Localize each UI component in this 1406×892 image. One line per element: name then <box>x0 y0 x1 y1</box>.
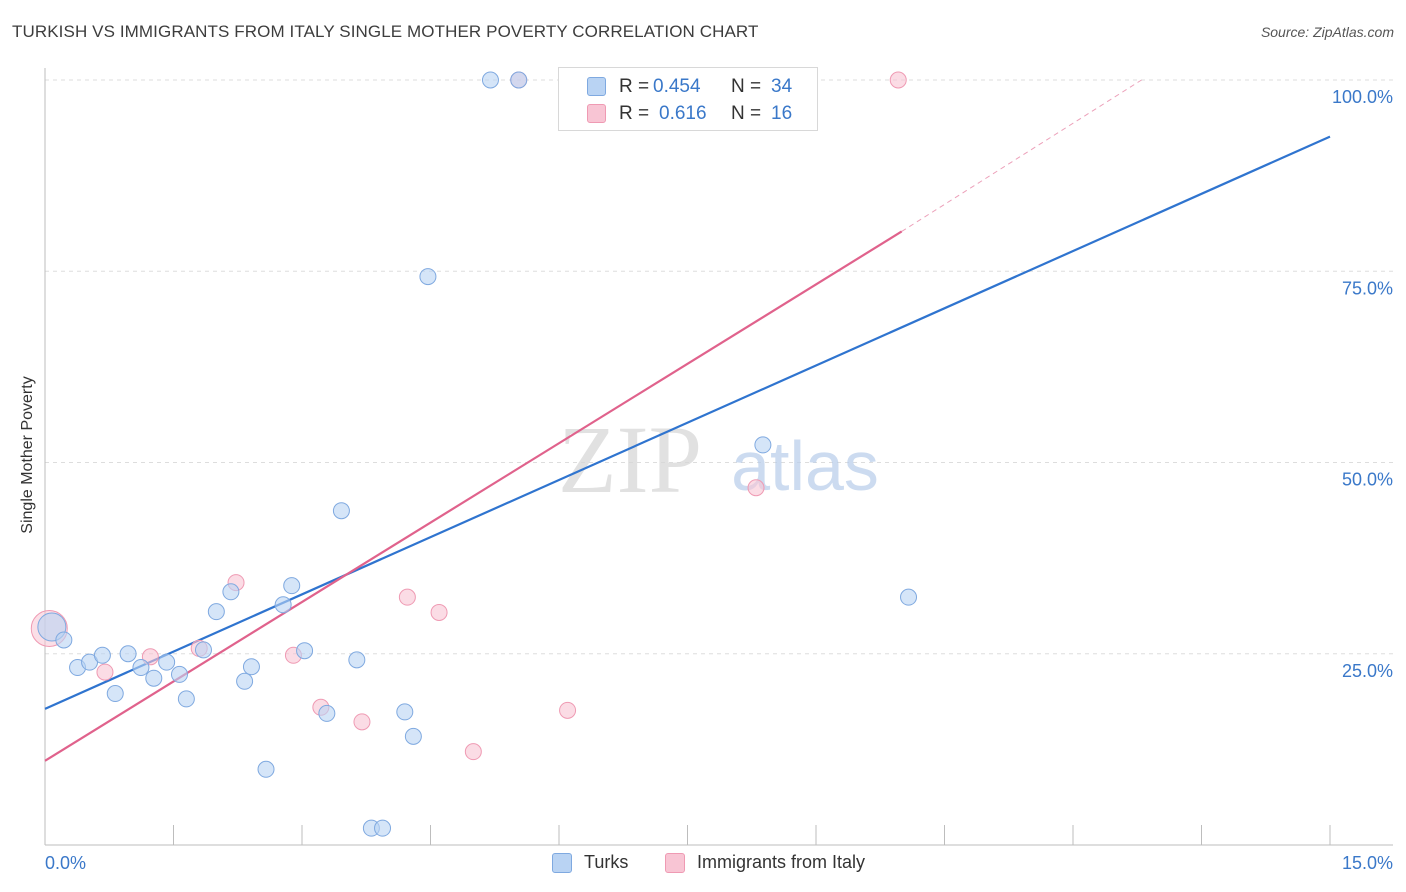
turks-point <box>374 819 392 837</box>
grid-lines <box>45 79 1393 655</box>
italy-trend-extension <box>901 79 1142 232</box>
italy-point <box>747 479 765 497</box>
italy-point <box>398 588 416 606</box>
italy-point <box>141 648 159 666</box>
turks-point <box>332 502 350 520</box>
italy-point <box>96 663 114 681</box>
turks-point <box>348 651 366 669</box>
turks-point <box>242 658 260 676</box>
turks-point <box>404 727 422 745</box>
italy-point <box>430 603 448 621</box>
y-tick-label: 25.0% <box>1342 661 1393 681</box>
turks-point <box>296 642 314 660</box>
y-tick-label: 50.0% <box>1342 470 1393 490</box>
turks-point <box>132 659 150 677</box>
turks-point <box>194 641 212 659</box>
turks-point <box>177 690 195 708</box>
turks-swatch-icon <box>587 77 606 96</box>
italy-point <box>559 701 577 719</box>
turks-legend-icon <box>552 852 572 873</box>
legend-row-turks: R = 0.454 N = 34 <box>559 75 817 99</box>
turks-point <box>900 588 918 606</box>
watermark-zip: ZIP <box>558 406 702 513</box>
legend-label-turks: Turks <box>584 852 629 872</box>
turks-point <box>93 646 111 664</box>
legend-label-italy: Immigrants from Italy <box>697 852 866 872</box>
turks-point <box>510 71 528 89</box>
data-points <box>30 71 918 837</box>
r-value: 0.616 <box>659 103 707 124</box>
turks-point <box>274 596 292 614</box>
n-value: 34 <box>771 76 793 97</box>
turks-point <box>754 436 772 454</box>
tick-labels: 25.0% 50.0% 75.0% 100.0% 0.0% 15.0% <box>45 87 1393 873</box>
y-tick-label: 75.0% <box>1342 278 1393 298</box>
n-label: N = <box>731 103 762 124</box>
legend-item-italy[interactable]: Immigrants from Italy <box>665 852 865 873</box>
italy-point <box>889 71 907 89</box>
turks-point <box>283 577 301 595</box>
turks-point <box>106 685 124 703</box>
axes <box>44 68 1393 846</box>
source-label: Source: ZipAtlas.com <box>1260 24 1394 40</box>
turks-point <box>257 760 275 778</box>
x-tick-label: 15.0% <box>1342 853 1393 873</box>
series-legend: Turks Immigrants from Italy <box>0 852 1406 878</box>
r-label: R = <box>619 103 650 124</box>
turks-point <box>396 703 414 721</box>
legend-item-turks[interactable]: Turks <box>552 852 628 873</box>
n-value: 16 <box>771 103 793 124</box>
turks-point <box>119 645 137 663</box>
italy-legend-icon <box>665 852 685 873</box>
turks-point <box>145 669 163 687</box>
r-value: 0.454 <box>653 76 701 97</box>
turks-point <box>55 631 73 649</box>
legend-row-italy: R = 0.616 N = 16 <box>559 102 817 126</box>
turks-point <box>419 268 437 286</box>
chart-title: TURKISH VS IMMIGRANTS FROM ITALY SINGLE … <box>12 22 759 41</box>
italy-point <box>353 713 371 731</box>
turks-point <box>481 71 499 89</box>
x-tick-label: 0.0% <box>45 853 86 873</box>
turks-point <box>158 653 176 671</box>
turks-point <box>170 665 188 683</box>
y-tick-label: 100.0% <box>1332 87 1393 107</box>
italy-point <box>464 743 482 761</box>
r-label: R = <box>619 76 650 97</box>
turks-trend-line <box>44 135 1331 710</box>
turks-point <box>318 704 336 722</box>
turks-point <box>222 583 240 601</box>
turks-point <box>236 672 254 690</box>
turks-point <box>207 603 225 621</box>
n-label: N = <box>731 76 762 97</box>
correlation-legend: R = 0.454 N = 34 R = 0.616 N = 16 <box>558 67 818 131</box>
italy-swatch-icon <box>587 104 606 123</box>
